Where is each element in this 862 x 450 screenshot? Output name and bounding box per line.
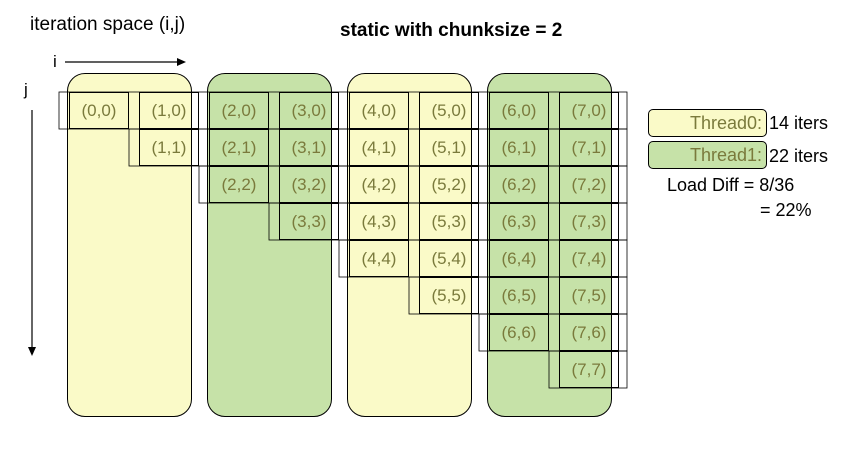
iteration-cell: (6,1) xyxy=(489,129,549,166)
iteration-cell: (2,0) xyxy=(209,92,269,129)
i-axis-arrowhead xyxy=(177,58,186,66)
thread1-legend-box: Thread1: xyxy=(648,141,767,169)
iteration-cell: (5,4) xyxy=(419,240,479,277)
iteration-cell: (6,3) xyxy=(489,203,549,240)
load-diff-line1: Load Diff = 8/36 xyxy=(667,175,795,195)
iteration-cell: (6,4) xyxy=(489,240,549,277)
iteration-cell: (4,3) xyxy=(349,203,409,240)
iteration-cell: (7,5) xyxy=(559,277,619,314)
iteration-cell: (3,0) xyxy=(279,92,339,129)
iteration-cell: (7,3) xyxy=(559,203,619,240)
iteration-cell: (6,5) xyxy=(489,277,549,314)
iteration-cell: (4,0) xyxy=(349,92,409,129)
iteration-cell: (6,2) xyxy=(489,166,549,203)
iteration-cell: (5,5) xyxy=(419,277,479,314)
iteration-cell: (5,2) xyxy=(419,166,479,203)
iteration-cell: (7,0) xyxy=(559,92,619,129)
iteration-cell: (7,1) xyxy=(559,129,619,166)
thread0-iteration-count: 14 iters xyxy=(769,113,829,133)
thread1-iteration-count: 22 iters xyxy=(769,146,829,166)
iteration-cell: (5,1) xyxy=(419,129,479,166)
iteration-cell: (5,3) xyxy=(419,203,479,240)
thread0-legend-box: Thread0: xyxy=(648,109,767,137)
iteration-cell: (4,2) xyxy=(349,166,409,203)
iteration-cell: (6,6) xyxy=(489,314,549,351)
iteration-cell: (3,3) xyxy=(279,203,339,240)
j-axis-label: j xyxy=(24,80,28,99)
iteration-cell: (7,2) xyxy=(559,166,619,203)
iteration-cell: (7,7) xyxy=(559,351,619,388)
schedule-title: static with chunksize = 2 xyxy=(340,20,563,41)
iteration-cell: (1,1) xyxy=(139,129,199,166)
iteration-cell: (3,1) xyxy=(279,129,339,166)
iteration-space-title: iteration space (i,j) xyxy=(30,14,186,35)
iteration-cell: (4,1) xyxy=(349,129,409,166)
iteration-cell: (1,0) xyxy=(139,92,199,129)
iteration-cell: (0,0) xyxy=(69,92,129,129)
iteration-cell: (2,2) xyxy=(209,166,269,203)
j-axis-arrowhead xyxy=(28,347,36,356)
iteration-cell: (6,0) xyxy=(489,92,549,129)
iteration-cell: (2,1) xyxy=(209,129,269,166)
iteration-cell: (5,0) xyxy=(419,92,479,129)
iteration-cell: (7,4) xyxy=(559,240,619,277)
iteration-cell: (3,2) xyxy=(279,166,339,203)
load-diff-line2: = 22% xyxy=(760,200,812,220)
iteration-cell: (7,6) xyxy=(559,314,619,351)
iteration-cell: (4,4) xyxy=(349,240,409,277)
i-axis-label: i xyxy=(53,52,57,71)
